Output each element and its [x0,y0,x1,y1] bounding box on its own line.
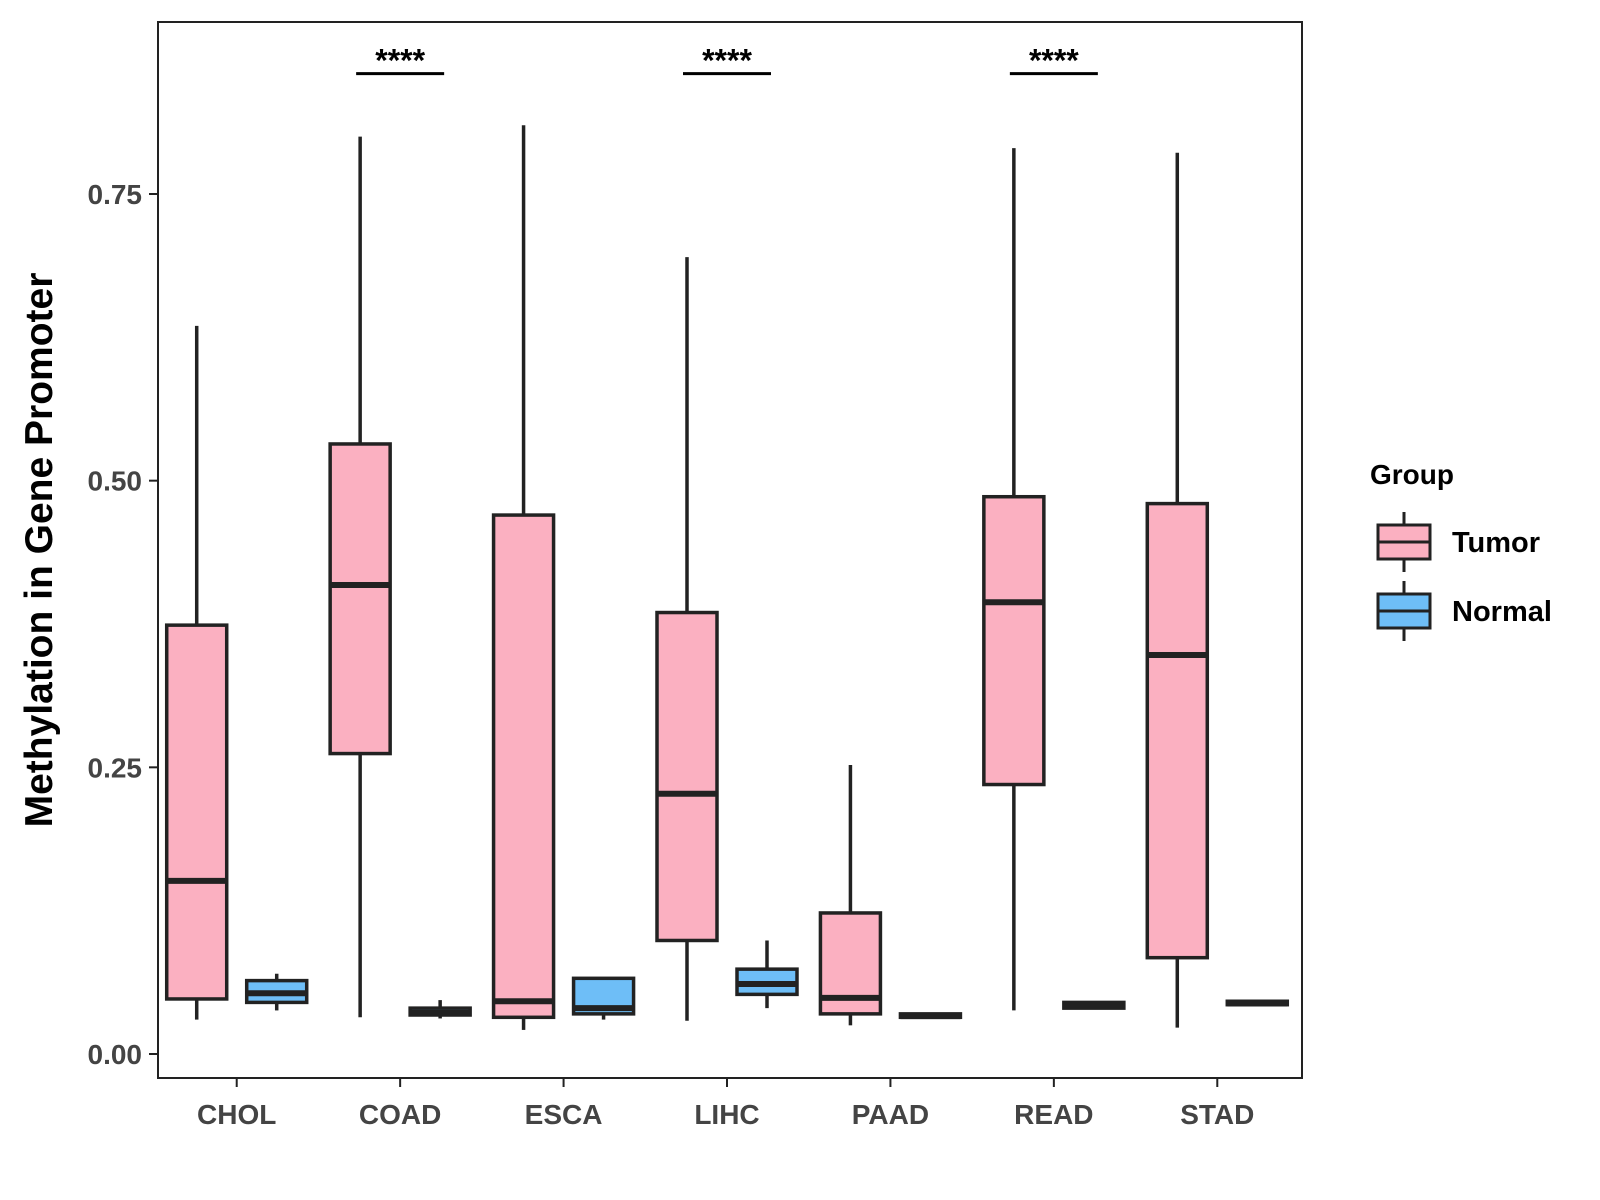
x-tick-label: CHOL [197,1099,276,1130]
legend-entry-normal: Normal [1376,581,1552,641]
box-body [164,623,229,1001]
box-body [655,610,719,943]
box-normal-lihc [735,940,799,1009]
box-normal-stad [1225,999,1290,1007]
box-tumor-stad [1145,152,1210,1028]
box-tumor-esca [491,125,556,1030]
x-tick-label: PAAD [852,1099,929,1130]
box-normal-esca [571,976,636,1020]
y-tick-label: 0.50 [88,466,143,497]
box-tumor-lihc [655,257,719,1021]
y-axis-title: Methylation in Gene Promoter [18,273,61,828]
box-normal-read [1062,1000,1126,1010]
box-body [491,513,556,1020]
box-normal-coad [408,1000,472,1019]
significance-label: **** [1029,43,1079,79]
panel-border [157,21,1303,1079]
box-body [328,442,392,756]
box-body [982,494,1046,787]
x-tick-label: COAD [359,1099,441,1130]
x-tick-label: STAD [1180,1099,1254,1130]
legend-entries: Tumor Normal [1376,512,1552,641]
x-tick-label: ESCA [525,1099,603,1130]
legend-label: Tumor [1452,527,1540,559]
legend: Group Tumor Normal [1370,459,1552,641]
box-normal-paad [898,1012,963,1020]
box-tumor-paad [818,765,883,1026]
box-tumor-chol [164,325,229,1020]
box-body [1145,501,1210,960]
box-tumor-read [982,148,1046,1011]
plot-area: **** **** **** [164,43,1290,1030]
x-tick-label: LIHC [694,1099,759,1130]
y-tick-label: 0.25 [88,752,143,783]
y-tick-label: 0.75 [88,179,143,210]
y-tick-label: 0.00 [88,1039,143,1070]
axes: 0.00 0.25 0.50 0.75 CHOL COAD ESCA LIHC PAAD READ… [88,179,1255,1130]
significance-label: **** [702,43,752,79]
significance-label: **** [375,43,425,79]
legend-title: Group [1370,459,1454,490]
x-tick-label: READ [1014,1099,1093,1130]
box-normal-chol [244,973,309,1011]
legend-label: Normal [1452,596,1552,628]
box-tumor-coad [328,136,392,1018]
legend-entry-tumor: Tumor [1376,512,1540,572]
